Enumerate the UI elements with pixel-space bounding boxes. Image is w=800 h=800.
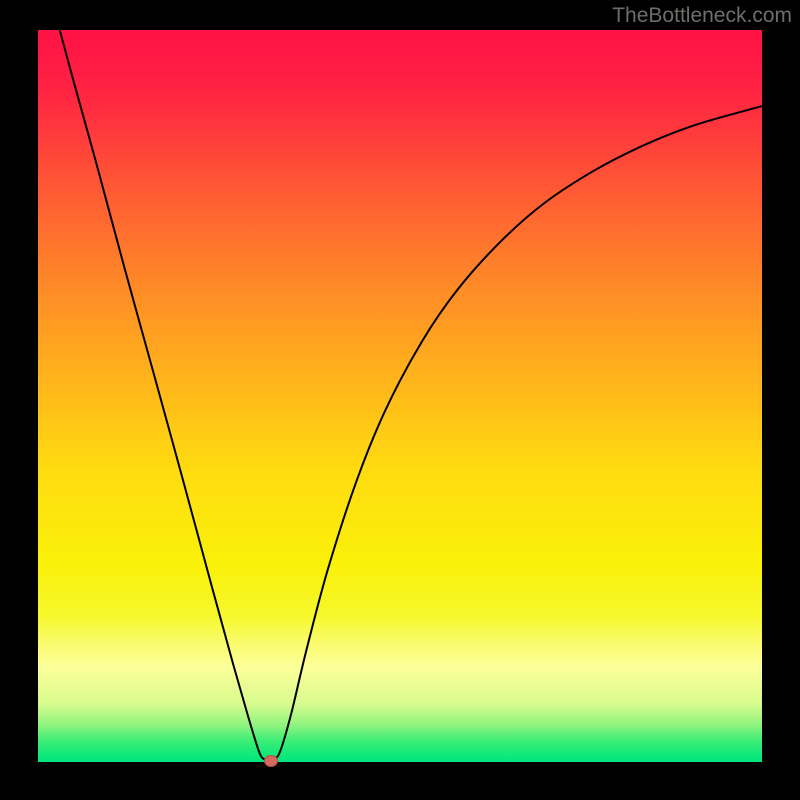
gradient-background [38,30,762,762]
optimum-marker [264,755,278,767]
watermark-text: TheBottleneck.com [612,4,792,28]
chart-container: TheBottleneck.com [0,0,800,800]
plot-area [38,30,762,762]
